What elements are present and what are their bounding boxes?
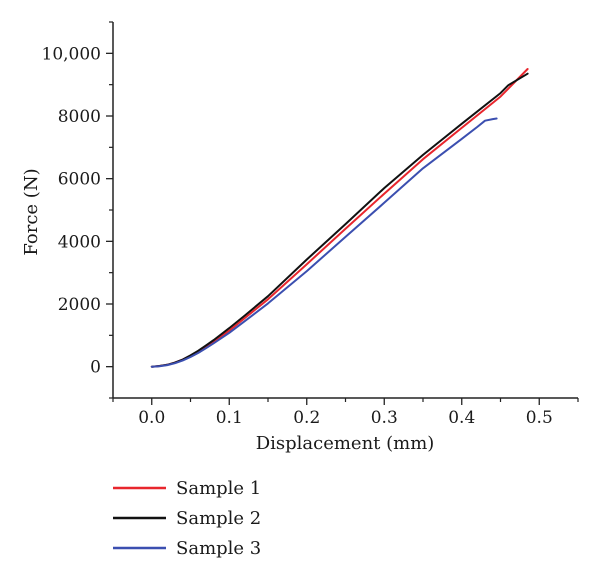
x-tick-label: 0.5 [526, 408, 553, 428]
y-tick-label: 8000 [58, 107, 101, 127]
x-tick-label: 0.1 [216, 408, 243, 428]
x-axis-title: Displacement (mm) [256, 433, 435, 454]
legend-label: Sample 1 [176, 478, 261, 499]
x-tick-label: 0.4 [448, 408, 475, 428]
y-tick-label: 4000 [58, 232, 101, 252]
series-layer [150, 68, 529, 368]
y-axis-title: Force (N) [21, 168, 42, 255]
series-line-sample-1 [150, 68, 529, 368]
plot-axes [112, 22, 578, 399]
x-tick-label: 0.3 [371, 408, 398, 428]
series-line-sample-3 [150, 117, 498, 368]
series-line-sample-2 [150, 72, 529, 368]
legend: Sample 1 Sample 2 Sample 3 [113, 478, 261, 559]
x-axis-ticks: 0.0 0.1 0.2 0.3 0.4 0.5 [112, 398, 579, 428]
y-tick-label: 10,000 [42, 44, 101, 64]
y-axis-ticks: 0 2000 4000 6000 8000 10,000 [42, 21, 113, 399]
y-tick-label: 6000 [58, 170, 101, 190]
y-tick-label: 2000 [58, 295, 101, 315]
x-tick-label: 0.2 [293, 408, 320, 428]
y-tick-label: 0 [90, 358, 101, 378]
legend-label: Sample 3 [176, 538, 261, 559]
x-tick-label: 0.0 [138, 408, 165, 428]
legend-label: Sample 2 [176, 508, 261, 529]
